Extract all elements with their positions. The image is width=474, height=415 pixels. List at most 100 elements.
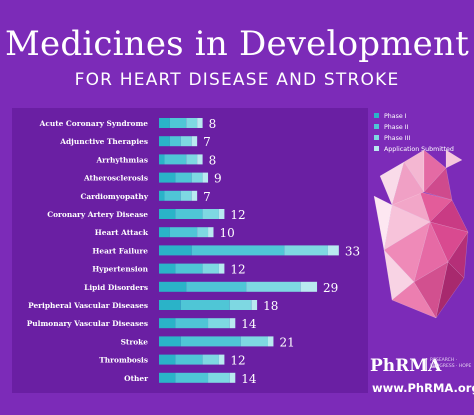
brand-tagline: RESEARCH · PROGRESS · HOPE <box>426 358 474 370</box>
bar-segment <box>159 318 176 329</box>
bar-segment <box>197 227 209 238</box>
bar-segment <box>208 227 214 238</box>
bar-segment <box>246 281 301 292</box>
bar-segment <box>229 372 236 383</box>
bar-segment <box>175 318 209 329</box>
category-label: Pulmonary Vascular Diseases <box>27 319 148 328</box>
legend-label: Phase III <box>384 135 411 142</box>
bar-segment <box>159 263 176 274</box>
category-label: Adjunctive Therapies <box>59 137 148 146</box>
category-label: Peripheral Vascular Diseases <box>28 301 148 310</box>
bar-segment <box>251 300 258 310</box>
heart-facet <box>445 149 463 169</box>
bar-segment <box>159 245 192 256</box>
bar-total-label: 12 <box>230 354 245 368</box>
bar-segment <box>229 300 252 310</box>
legend-swatch <box>374 113 379 118</box>
bar-segment <box>180 136 192 147</box>
website-link[interactable]: www.PhRMA.org <box>372 381 474 395</box>
bar-segment <box>175 209 203 219</box>
bar-segment <box>229 318 236 329</box>
bar-total-label: 18 <box>263 299 278 313</box>
bar-total-label: 14 <box>241 317 257 331</box>
bar-total-label: 8 <box>209 153 217 167</box>
bar-segment <box>186 154 198 165</box>
category-label: Hypertension <box>92 265 148 274</box>
heart-illustration <box>373 149 469 319</box>
legend-swatch <box>374 135 379 140</box>
bar-segment <box>159 190 165 201</box>
bar-segment <box>169 118 187 128</box>
category-label: Arrhythmias <box>95 155 148 164</box>
heart-facet <box>391 281 437 319</box>
bar-segment <box>202 263 219 274</box>
bar-segment <box>191 172 203 183</box>
bar-segment <box>218 354 225 365</box>
bar-segment <box>202 209 219 219</box>
bar-segment <box>169 136 181 147</box>
bar-total-label: 7 <box>203 190 211 204</box>
bar-segment <box>180 300 230 310</box>
bar-segment <box>191 136 198 147</box>
bar-segment <box>186 281 247 292</box>
bar-segment <box>164 154 187 165</box>
bar-total-label: 9 <box>214 172 222 186</box>
category-label: Cardiomyopathy <box>80 192 148 201</box>
brand-logo: PhRMA <box>370 356 442 376</box>
bar-total-label: 10 <box>220 226 235 240</box>
bar-segment <box>300 281 318 292</box>
bar-total-label: 29 <box>323 281 338 295</box>
legend-label: Application Submitted <box>384 146 454 153</box>
bar-segment <box>159 336 181 347</box>
bar-segment <box>208 372 230 383</box>
heart-facet <box>423 167 453 201</box>
category-label: Atherosclerosis <box>83 174 148 183</box>
bar-segment <box>159 136 170 147</box>
bar-total-label: 21 <box>279 335 294 349</box>
category-label: Other <box>124 374 148 383</box>
bar-total-label: 7 <box>203 135 211 149</box>
bar-segment <box>197 154 203 165</box>
bar-total-label: 12 <box>230 208 245 222</box>
bar-total-label: 12 <box>230 263 245 277</box>
bar-segment <box>180 190 192 201</box>
bar-segment <box>159 281 187 292</box>
category-label: Thrombosis <box>99 356 148 365</box>
category-label: Heart Failure <box>92 246 148 255</box>
category-label: Heart Attack <box>95 228 149 237</box>
category-label: Lipid Disorders <box>84 283 148 292</box>
heart-facet <box>391 161 425 206</box>
bar-segment <box>169 227 198 238</box>
heart-facet <box>435 261 465 319</box>
bar-segment <box>180 336 241 347</box>
bar-segment <box>159 300 181 310</box>
bar-segment <box>208 318 230 329</box>
bar-segment <box>159 209 176 219</box>
bar-segment <box>218 209 225 219</box>
bar-segment <box>175 172 192 183</box>
bar-segment <box>240 336 268 347</box>
bar-total-label: 33 <box>345 244 360 258</box>
bar-segment <box>268 336 274 347</box>
bar-segment <box>159 227 170 238</box>
bar-total-label: 8 <box>209 117 217 131</box>
legend: Phase I Phase II Phase III Application Subm… <box>374 113 454 153</box>
bar-segment <box>159 118 170 128</box>
bar-segment <box>159 154 165 165</box>
bar-segment <box>284 245 328 256</box>
bar-segment <box>164 190 181 201</box>
bar-segment <box>197 118 203 128</box>
bar-total-label: 14 <box>241 372 257 386</box>
heart-facet <box>373 195 393 251</box>
category-label: Coronary Artery Disease <box>47 210 148 219</box>
bar-segment <box>202 354 219 365</box>
bar-segment <box>202 172 209 183</box>
category-label: Stroke <box>121 337 149 346</box>
bar-segment <box>327 245 339 256</box>
legend-swatch <box>374 124 379 129</box>
bar-segment <box>175 372 209 383</box>
category-label: Acute Coronary Syndrome <box>39 119 149 128</box>
bar-segment <box>175 263 203 274</box>
